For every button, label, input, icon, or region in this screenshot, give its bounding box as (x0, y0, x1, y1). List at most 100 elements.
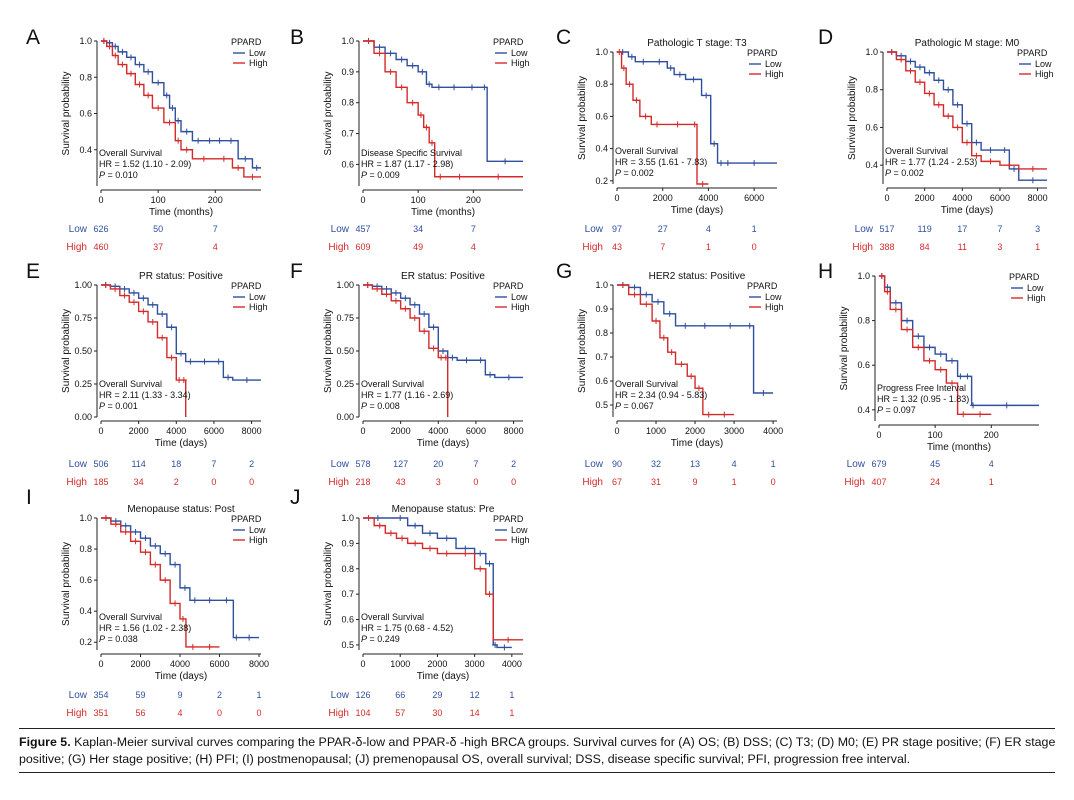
annotation-line: HR = 1.52 (1.10 - 2.09) (99, 159, 191, 169)
risk-table-value: 66 (395, 690, 405, 700)
annotation-line: HR = 1.77 (1.16 - 2.69) (361, 390, 453, 400)
panel-b: B 0.6 0.7 0.8 0.9 1.0 0 100 200 Time (months) Surv… (290, 26, 530, 253)
risk-table-value: 1 (509, 690, 514, 700)
panel-letter: G (556, 260, 572, 283)
panel-letter: I (26, 486, 32, 509)
annotation-line: Overall Survival (99, 148, 162, 158)
legend-title: PPARD (231, 281, 262, 291)
risk-table-value: 32 (651, 459, 661, 469)
risk-table-value: 84 (920, 242, 930, 252)
risk-table-value: 506 (93, 459, 108, 469)
risk-table-value: 388 (879, 242, 894, 252)
risk-table-value: 7 (997, 224, 1002, 234)
panel-j: J Menopause status: Pre 0.5 0.6 0.7 0.8 0.9 1.0… (290, 486, 530, 719)
x-tick-label: 4000 (428, 426, 448, 436)
risk-table-value: 0 (249, 477, 254, 487)
y-tick-label: 0.6 (341, 159, 354, 169)
legend-label-low: Low (511, 48, 528, 58)
risk-table-value: 59 (135, 690, 145, 700)
risk-table-value: 0 (211, 477, 216, 487)
x-axis-label: Time (days) (941, 205, 993, 216)
risk-table-value: 1 (989, 477, 994, 487)
x-tick-label: 6000 (990, 193, 1010, 203)
y-tick-label: 0.8 (595, 79, 608, 89)
annotation-line: Progress Free Interval (877, 383, 966, 393)
risk-table-value: 7 (211, 459, 216, 469)
x-tick-label: 2000 (391, 426, 411, 436)
risk-table-value: 12 (470, 690, 480, 700)
risk-table-group-high: High (66, 708, 87, 719)
panel-letter: D (818, 26, 833, 49)
annotation-line: P = 0.067 (615, 401, 654, 411)
risk-table-value: 218 (355, 477, 370, 487)
risk-table-value: 0 (752, 242, 757, 252)
y-tick-label: 0.2 (79, 637, 92, 647)
km-curve-low (363, 284, 523, 379)
annotation-line: HR = 1.56 (1.02 - 2.38) (99, 623, 191, 633)
x-tick-label: 4000 (502, 659, 522, 669)
caption-text: Kaplan-Meier survival curves comparing t… (19, 735, 1056, 766)
risk-table-value: 457 (355, 224, 370, 234)
panel-letter: F (290, 260, 303, 283)
risk-table-value: 11 (958, 242, 967, 252)
risk-table-value: 2 (249, 459, 254, 469)
x-tick-label: 100 (411, 195, 426, 205)
y-tick-label: 1.0 (857, 271, 870, 281)
y-tick-label: 0.7 (341, 129, 354, 139)
risk-table-value: 7 (660, 242, 665, 252)
x-tick-label: 100 (151, 195, 166, 205)
annotation-line: Overall Survival (885, 146, 948, 156)
y-tick-label: 0.25 (74, 379, 92, 389)
y-tick-label: 0.75 (74, 313, 92, 323)
y-tick-label: 0.6 (79, 575, 92, 585)
km-curve-high (363, 40, 523, 178)
legend-label-low: Low (765, 59, 782, 69)
risk-table-value: 1 (752, 224, 757, 234)
y-tick-label: 0.6 (857, 360, 870, 370)
km-curve-high (101, 284, 187, 417)
legend-title: PPARD (747, 48, 778, 58)
legend-label-high: High (511, 535, 530, 545)
risk-table-value: 43 (396, 477, 406, 487)
risk-table-value: 609 (355, 242, 370, 252)
legend-label-high: High (511, 302, 530, 312)
legend-title: PPARD (493, 281, 524, 291)
risk-table-group-high: High (852, 242, 873, 253)
panel-c: C Pathologic T stage: T3 0.2 0.4 0.6 0.8 1.0 0 2… (556, 26, 784, 253)
risk-table-value: 626 (93, 224, 108, 234)
annotation-line: P = 0.009 (361, 170, 400, 180)
y-tick-label: 1.0 (79, 36, 92, 46)
risk-table-value: 1 (1035, 242, 1040, 252)
risk-table-value: 27 (658, 224, 668, 234)
risk-table-group-high: High (582, 477, 603, 488)
risk-table-value: 126 (355, 690, 370, 700)
x-tick-label: 0 (360, 659, 365, 669)
annotation-line: Overall Survival (361, 612, 424, 622)
annotation-line: HR = 2.34 (0.94 - 5.83) (615, 390, 707, 400)
y-tick-label: 0.5 (341, 640, 354, 650)
legend-label-low: Low (249, 48, 266, 58)
y-tick-label: 0.8 (341, 98, 354, 108)
y-axis-label: Survival probability (577, 309, 588, 393)
annotation-line: Overall Survival (99, 379, 162, 389)
x-tick-label: 8000 (1028, 193, 1048, 203)
risk-table-group-low: Low (69, 690, 88, 701)
y-tick-label: 1.0 (595, 280, 608, 290)
y-tick-label: 1.0 (595, 47, 608, 57)
x-tick-label: 6000 (210, 659, 230, 669)
y-tick-label: 0.9 (341, 538, 354, 548)
y-tick-label: 1.00 (74, 280, 92, 290)
panel-g: G HER2 status: Positive 0.5 0.6 0.7 0.8 0.9 1.0… (556, 260, 784, 488)
x-axis-label: Time (days) (671, 205, 723, 216)
y-axis-label: Survival probability (839, 307, 850, 391)
legend-label-high: High (249, 535, 268, 545)
x-axis-label: Time (days) (417, 438, 469, 449)
annotation-line: P = 0.249 (361, 634, 400, 644)
annotation-line: P = 0.002 (615, 168, 654, 178)
x-tick-label: 0 (98, 659, 103, 669)
y-tick-label: 0.4 (79, 145, 92, 155)
y-tick-label: 0.8 (865, 85, 878, 95)
risk-table-value: 407 (871, 477, 886, 487)
x-axis-label: Time (months) (149, 207, 213, 218)
x-tick-label: 3000 (465, 659, 485, 669)
